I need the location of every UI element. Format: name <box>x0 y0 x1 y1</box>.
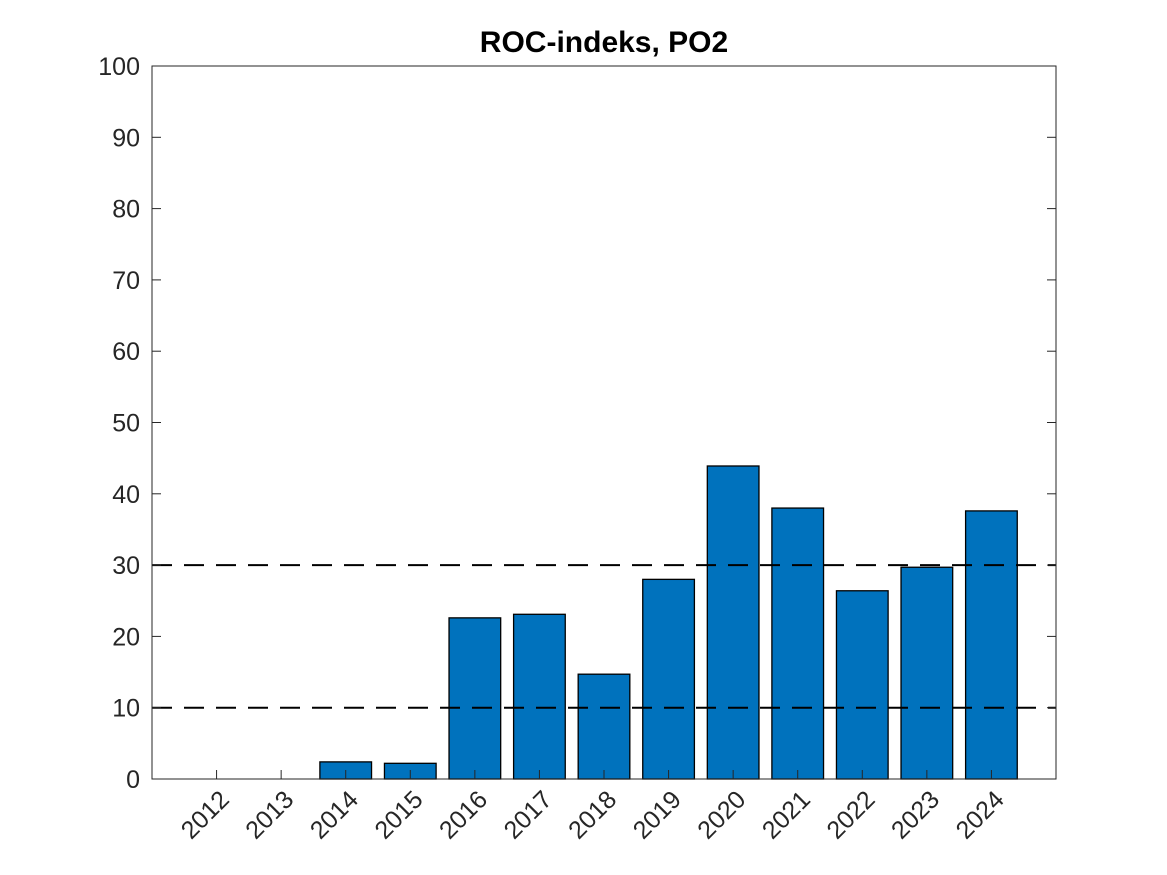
bar-2019 <box>642 578 696 780</box>
x-tick-label: 2024 <box>951 785 1010 844</box>
y-tick-label: 30 <box>112 552 140 580</box>
bar-2017 <box>512 613 566 780</box>
y-tick-label: 60 <box>112 338 140 366</box>
x-tick-label: 2014 <box>305 785 364 844</box>
x-tick-label: 2020 <box>692 785 751 844</box>
y-tick-label: 10 <box>112 695 140 723</box>
x-tick-label: 2019 <box>628 785 687 844</box>
x-tick-label: 2017 <box>499 785 558 844</box>
x-tick-label: 2015 <box>369 785 428 844</box>
x-tick-label: 2023 <box>886 785 945 844</box>
bar-2023 <box>900 566 954 780</box>
y-tick-label: 0 <box>126 766 140 794</box>
y-tick-label: 70 <box>112 267 140 295</box>
x-tick-label: 2016 <box>434 785 493 844</box>
bar-2021 <box>771 507 825 780</box>
bar-2016 <box>448 617 502 780</box>
y-tick-label: 100 <box>98 53 140 81</box>
x-tick-label: 2013 <box>240 785 299 844</box>
y-tick-label: 90 <box>112 124 140 152</box>
bar-2022 <box>835 590 889 780</box>
bar-2018 <box>577 673 631 780</box>
x-tick-label: 2018 <box>563 785 622 844</box>
bar-2020 <box>706 465 760 780</box>
y-tick-label: 50 <box>112 410 140 438</box>
x-tick-label: 2021 <box>757 785 816 844</box>
x-tick-label: 2012 <box>176 785 235 844</box>
y-tick-label: 20 <box>112 623 140 651</box>
y-tick-label: 40 <box>112 481 140 509</box>
bar-2024 <box>964 510 1018 780</box>
x-tick-label: 2022 <box>821 785 880 844</box>
y-tick-label: 80 <box>112 196 140 224</box>
chart-title: ROC-indeks, PO2 <box>480 26 728 59</box>
